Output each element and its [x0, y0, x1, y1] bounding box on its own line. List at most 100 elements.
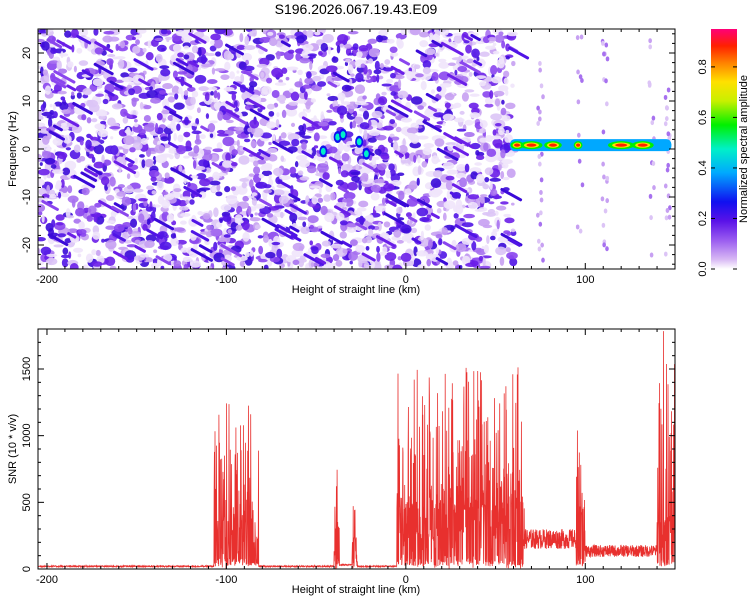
spectrogram-cell — [476, 173, 485, 184]
spectrogram-cell — [452, 32, 462, 36]
spectrogram-cell — [278, 195, 289, 204]
spectrogram-cell — [276, 112, 280, 117]
spectrogram-streak — [104, 89, 115, 97]
snr-ytick-label: 1000 — [21, 423, 33, 447]
spectrogram-cell — [383, 221, 391, 228]
spectrogram-streak — [134, 245, 146, 253]
spectrogram-cell — [651, 160, 656, 166]
spectrogram-cell — [144, 158, 154, 168]
spectrogram-cell — [489, 180, 493, 191]
spectrogram-cell — [318, 186, 322, 195]
spectrogram-cell — [484, 177, 490, 183]
spectrogram-cell — [492, 129, 497, 136]
spectrogram-cell — [494, 122, 502, 127]
spectrogram-cell — [409, 141, 421, 149]
spectrogram-streak — [289, 203, 307, 215]
spectrogram-cell — [238, 155, 250, 165]
spectrogram-cell — [352, 120, 357, 129]
spectrogram-peak — [576, 143, 581, 147]
spectrogram-streak — [249, 108, 270, 121]
spectrogram-cell — [210, 90, 214, 96]
spectrogram-streak — [67, 232, 77, 239]
spectrogram-cell — [156, 44, 167, 52]
snr-series-line — [38, 331, 675, 569]
spectrogram-cell — [317, 81, 327, 87]
spectrogram-cell — [389, 119, 396, 125]
spectrogram-streak — [94, 41, 114, 53]
spectrogram-cell — [501, 40, 506, 49]
spectrogram-cell — [173, 227, 186, 232]
spectrogram-cell — [44, 157, 56, 165]
spectrogram-cell — [191, 45, 199, 54]
spectrogram-cell — [164, 36, 173, 41]
spectrogram-cell — [105, 256, 116, 266]
spectrogram-burst — [340, 131, 346, 139]
spectrogram-cell — [206, 224, 214, 231]
spectrogram-cell — [242, 232, 250, 242]
spectrogram-cell — [469, 93, 480, 97]
spectrogram-cell — [432, 170, 443, 178]
spectrogram-cell — [384, 252, 397, 261]
spectrogram-cell — [47, 117, 53, 128]
spectrogram-cell — [368, 225, 376, 231]
spectrogram-cell — [497, 127, 505, 136]
spectrogram-cell — [298, 125, 304, 131]
spectrogram-cell — [384, 264, 395, 269]
spectrogram-cell — [211, 67, 216, 75]
spectrogram-streak — [83, 167, 98, 178]
spectrogram-cell — [131, 36, 136, 41]
spectrogram-cell — [234, 76, 241, 82]
spectrogram-cell — [236, 70, 240, 74]
spectrogram-cell — [154, 37, 164, 42]
spectrogram-cell — [447, 62, 456, 67]
spectrogram-cell — [601, 129, 606, 135]
spectrogram-cell — [133, 188, 144, 193]
spectrogram-cell — [314, 31, 321, 36]
spectrogram-streak — [318, 178, 333, 188]
spectrogram-cell — [62, 167, 71, 176]
spectrogram-cell — [390, 72, 396, 79]
spectrogram-cell — [38, 38, 45, 43]
spectrogram-cell — [368, 130, 381, 136]
spectrogram-cell — [39, 162, 43, 166]
spectrogram-cell — [70, 94, 75, 100]
spectrogram-cell — [317, 225, 323, 229]
spectrogram-cell — [213, 241, 218, 252]
spectrogram-cell — [396, 239, 404, 244]
spectrogram-cell — [216, 133, 229, 137]
spectrogram-streak — [451, 183, 468, 194]
spectrogram-cell — [82, 88, 92, 96]
spectrogram-cell — [126, 173, 131, 180]
spectrogram-cell — [331, 56, 339, 63]
spectrogram-cell — [358, 45, 369, 52]
spectrogram-streak — [284, 209, 294, 216]
spectrogram-cell — [327, 45, 331, 55]
spectrogram-cell — [605, 101, 609, 107]
spectrogram-cell — [373, 69, 382, 75]
spectrogram-cell — [434, 52, 439, 57]
spectrogram-cell — [236, 44, 246, 50]
spectrogram-cell — [405, 212, 412, 218]
spectrogram-cell — [356, 59, 367, 65]
spectrogram-cell — [71, 44, 75, 53]
spectrogram-cell — [206, 265, 213, 269]
spectrogram-cell — [511, 60, 516, 67]
spectrogram-cell — [276, 248, 283, 259]
spectrogram-cell — [343, 143, 351, 153]
spectrogram-cell — [360, 63, 366, 69]
spectrogram-cell — [183, 54, 190, 60]
spectrogram-cell — [376, 245, 380, 253]
spectrogram-cell — [190, 96, 196, 105]
spectrogram-cell — [457, 65, 468, 73]
spectrogram-streak — [390, 65, 405, 75]
spectrogram-cell — [430, 89, 436, 94]
spectrogram-cell — [271, 67, 283, 78]
spectrogram-cell — [362, 95, 367, 100]
spectrogram-cell — [461, 222, 474, 228]
spectrogram-streak — [407, 216, 418, 223]
spectrogram-cell — [397, 90, 409, 99]
spectrogram-cell — [138, 128, 146, 136]
spectrogram-cell — [184, 116, 189, 126]
spectrogram-cell — [129, 147, 136, 153]
